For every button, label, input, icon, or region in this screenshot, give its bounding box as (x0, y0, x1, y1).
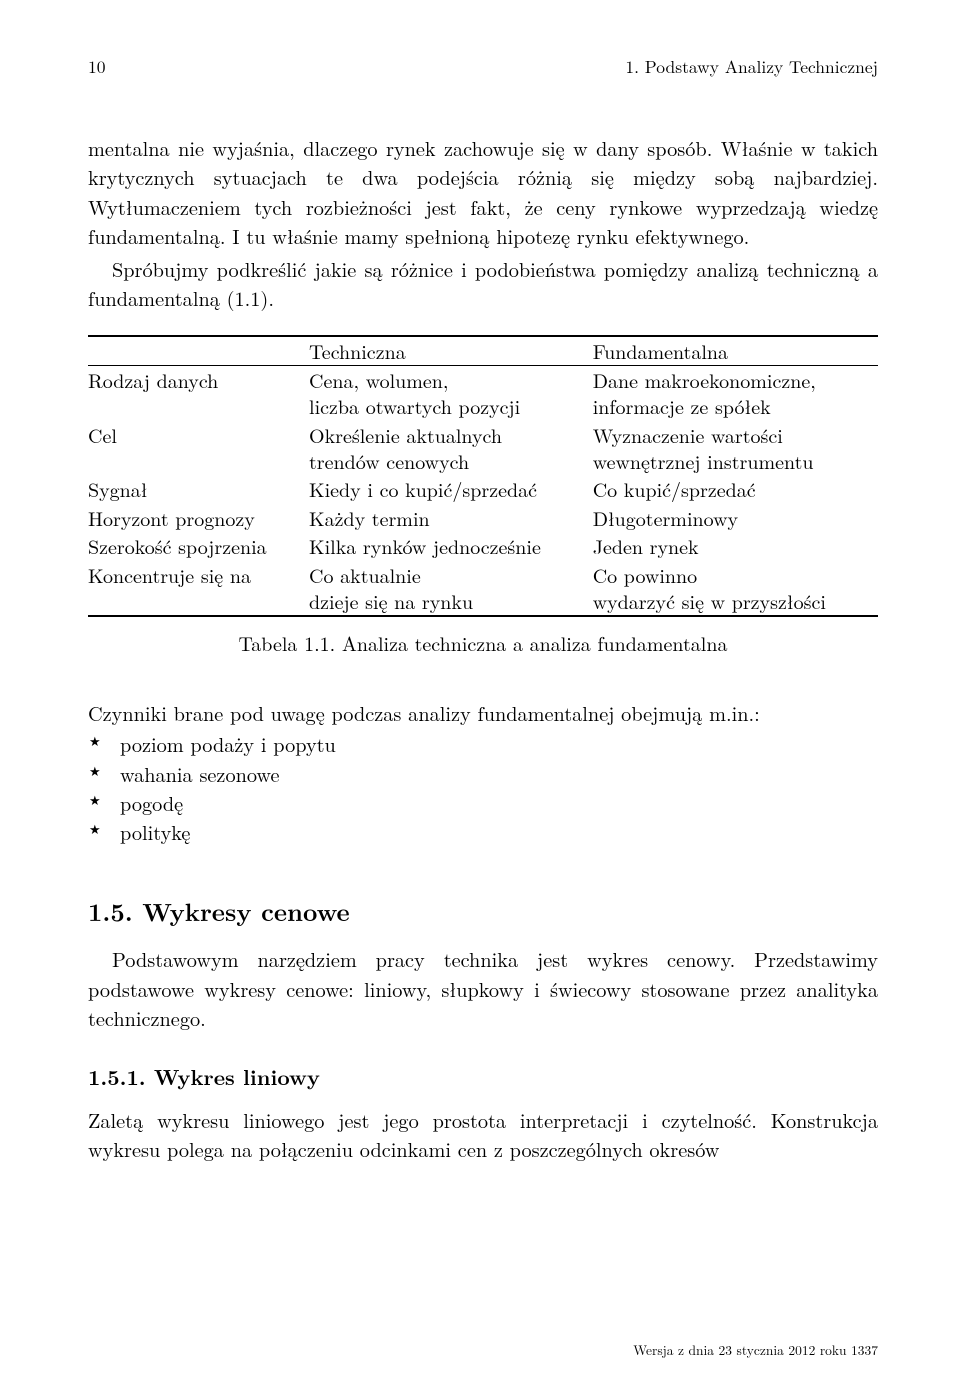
list-item: wahania sezonowe (88, 759, 878, 788)
table-cell: Wyznaczenie wartości wewnętrznej instrum… (593, 421, 878, 476)
paragraph-2: Spróbujmy podkreślić jakie są różnice i … (88, 254, 878, 312)
paragraph-5: Zaletą wykresu liniowego jest jego prost… (88, 1105, 878, 1163)
table-cell: Szerokość spojrzenia (88, 532, 309, 560)
footer-text: Wersja z dnia 23 stycznia 2012 roku 1337 (633, 1340, 878, 1359)
table-cell: Sygnał (88, 475, 309, 503)
table-row: Szerokość spojrzenia Kilka rynków jednoc… (88, 532, 878, 560)
chapter-title: 1. Podstawy Analizy Technicznej (625, 54, 878, 79)
heading-section: 1.5. Wykresy cenowe (88, 894, 878, 930)
list-item: pogodę (88, 788, 878, 817)
table-header-row: Techniczna Fundamentalna (88, 336, 878, 366)
table-cell: Określenie aktualnych trendów cenowych (309, 421, 593, 476)
table-cell: Co aktualnie dzieje się na rynku (309, 561, 593, 617)
table-cell: Każdy termin (309, 504, 593, 532)
table-header-cell: Techniczna (309, 336, 593, 366)
table-cell: Co powinno wydarzyć się w przyszłości (593, 561, 878, 617)
table-cell: Kiedy i co kupić/sprzedać (309, 475, 593, 503)
bullet-list: poziom podaży i popytu wahania sezonowe … (88, 729, 878, 846)
table-cell: Jeden rynek (593, 532, 878, 560)
table-row: Koncentruje się na Co aktualnie dzieje s… (88, 561, 878, 617)
table-header-cell (88, 336, 309, 366)
page: 10 1. Podstawy Analizy Technicznej menta… (0, 0, 960, 1387)
table-cell: Kilka rynków jednocześnie (309, 532, 593, 560)
table-row: Cel Określenie aktualnych trendów cenowy… (88, 421, 878, 476)
table-cell: Cena, wolumen, liczba otwartych pozycji (309, 365, 593, 420)
paragraph-3: Czynniki brane pod uwagę podczas analizy… (88, 698, 878, 727)
paragraph-1: mentalna nie wyjaśnia, dlaczego rynek za… (88, 133, 878, 250)
table-cell: Długoterminowy (593, 504, 878, 532)
list-item: poziom podaży i popytu (88, 729, 878, 758)
table-row: Horyzont prognozy Każdy termin Długoterm… (88, 504, 878, 532)
running-header: 10 1. Podstawy Analizy Technicznej (88, 54, 878, 79)
table-cell: Koncentruje się na (88, 561, 309, 617)
paragraph-4: Podstawowym narzędziem pracy technika je… (88, 944, 878, 1032)
table-cell: Cel (88, 421, 309, 476)
table-cell: Horyzont prognozy (88, 504, 309, 532)
heading-subsection: 1.5.1. Wykres liniowy (88, 1062, 878, 1093)
list-item: politykę (88, 817, 878, 846)
table-cell: Dane makroekonomiczne, informacje ze spó… (593, 365, 878, 420)
table-cell: Rodzaj danych (88, 365, 309, 420)
table-header-cell: Fundamentalna (593, 336, 878, 366)
table-row: Rodzaj danych Cena, wolumen, liczba otwa… (88, 365, 878, 420)
table-cell: Co kupić/sprzedać (593, 475, 878, 503)
comparison-table: Techniczna Fundamentalna Rodzaj danych C… (88, 335, 878, 618)
page-number: 10 (88, 54, 106, 79)
table-row: Sygnał Kiedy i co kupić/sprzedać Co kupi… (88, 475, 878, 503)
table-caption: Tabela 1.1. Analiza techniczna a analiza… (88, 629, 878, 658)
